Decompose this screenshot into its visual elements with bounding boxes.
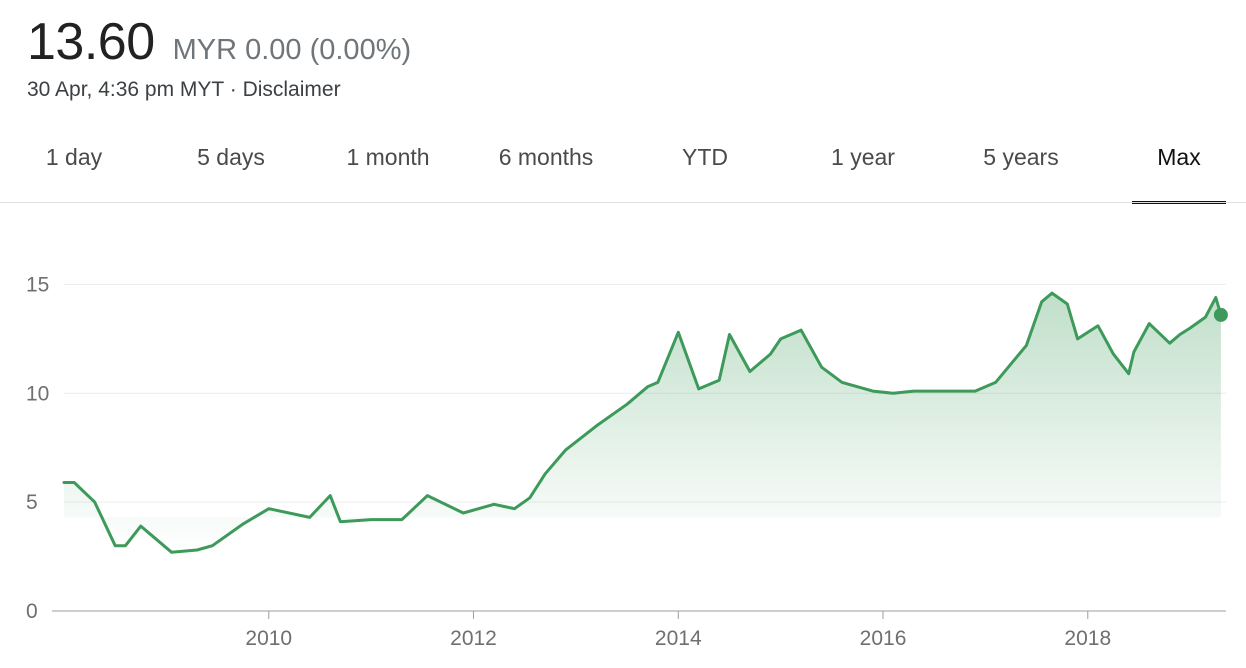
x-tick-label: 2012 xyxy=(450,627,497,650)
x-tick-label: 2010 xyxy=(245,627,292,650)
tab-1-year[interactable]: 1 year xyxy=(800,130,926,204)
y-tick-label: 0 xyxy=(26,600,38,623)
tab-6-months[interactable]: 6 months xyxy=(478,130,614,204)
tab-label: Max xyxy=(1157,144,1201,170)
price-line xyxy=(62,291,1223,554)
price-row: 13.60 MYR 0.00 (0.00%) xyxy=(27,12,411,72)
tab-label: 1 month xyxy=(346,144,430,170)
x-tick-label: 2016 xyxy=(860,627,907,650)
quote-timestamp: 30 Apr, 4:36 pm MYT · xyxy=(27,78,243,101)
tab-divider xyxy=(0,202,1246,203)
tab-label: YTD xyxy=(682,144,728,170)
tab-1-month[interactable]: 1 month xyxy=(320,130,456,204)
current-price-marker[interactable] xyxy=(1213,307,1228,322)
current-price: 13.60 xyxy=(27,13,155,71)
disclaimer-link[interactable]: Disclaimer xyxy=(242,78,341,101)
quote-header: 13.60 MYR 0.00 (0.00%) 30 Apr, 4:36 pm M… xyxy=(27,12,411,102)
y-tick-label: 10 xyxy=(26,382,49,405)
y-tick-label: 15 xyxy=(26,273,49,296)
currency-code: MYR xyxy=(172,34,238,66)
price-area-fill xyxy=(64,293,1221,553)
quote-subline: 30 Apr, 4:36 pm MYT · Disclaimer xyxy=(27,78,411,102)
range-tabs: 1 day 5 days 1 month 6 months YTD 1 year… xyxy=(0,130,1246,204)
price-change: 0.00 (0.00%) xyxy=(245,34,412,66)
x-tick-label: 2018 xyxy=(1064,627,1111,650)
tab-label: 6 months xyxy=(498,144,594,170)
tab-1-day[interactable]: 1 day xyxy=(10,130,138,204)
tab-5-days[interactable]: 5 days xyxy=(168,130,294,204)
tab-label: 1 day xyxy=(45,144,103,170)
y-tick-label: 5 xyxy=(26,491,38,514)
x-tick-label: 2014 xyxy=(655,627,702,650)
tab-label: 1 year xyxy=(831,144,895,170)
tab-ytd[interactable]: YTD xyxy=(650,130,760,204)
tab-5-years[interactable]: 5 years xyxy=(958,130,1084,204)
tab-label: 5 years xyxy=(983,144,1059,170)
tab-label: 5 days xyxy=(197,144,265,170)
